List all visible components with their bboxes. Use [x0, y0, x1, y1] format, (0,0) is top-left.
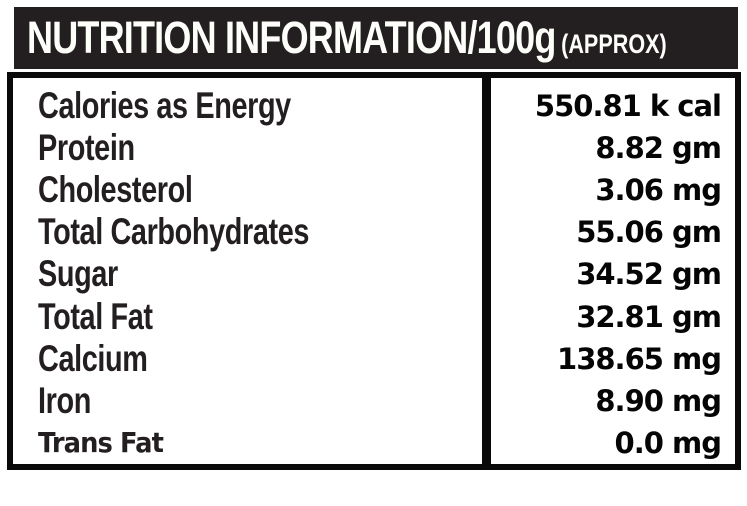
nutrient-label: Sugar — [38, 253, 118, 295]
nutrition-table: Calories as Energy Protein Cholesterol Tota… — [7, 72, 741, 470]
header-approx-label: (APPROX) — [561, 29, 667, 59]
nutrient-value: 32.81 gm — [576, 299, 722, 334]
nutrient-value: 550.81 k cal — [534, 89, 722, 124]
nutrient-value: 138.65 mg — [557, 341, 722, 376]
nutrient-value: 55.06 gm — [576, 215, 722, 250]
nutrient-value: 8.82 gm — [595, 131, 722, 166]
nutrient-label: Trans Fat — [38, 426, 164, 460]
nutrient-label: Protein — [38, 127, 135, 169]
nutrient-label: Total Carbohydrates — [38, 211, 310, 253]
labels-column: Calories as Energy Protein Cholesterol Tota… — [13, 78, 491, 464]
nutrient-value: 34.52 gm — [576, 257, 722, 292]
nutrient-value: 0.0 mg — [614, 425, 722, 460]
header-text-group: NUTRITION INFORMATION/100g (APPROX) — [27, 12, 667, 64]
nutrient-label: Total Fat — [38, 295, 153, 337]
nutrient-value: 3.06 mg — [595, 173, 722, 208]
nutrient-label: Iron — [38, 379, 91, 421]
nutrient-label: Cholesterol — [38, 169, 193, 211]
header-title: NUTRITION INFORMATION/100g — [27, 12, 556, 63]
nutrient-label: Calories as Energy — [38, 85, 291, 127]
values-column: 550.81 k cal 8.82 gm 3.06 mg 55.06 gm 34.52 … — [491, 78, 735, 464]
header-bar: NUTRITION INFORMATION/100g (APPROX) — [14, 7, 738, 69]
nutrient-label: Calcium — [38, 337, 148, 379]
nutrient-value: 8.90 mg — [595, 383, 722, 418]
